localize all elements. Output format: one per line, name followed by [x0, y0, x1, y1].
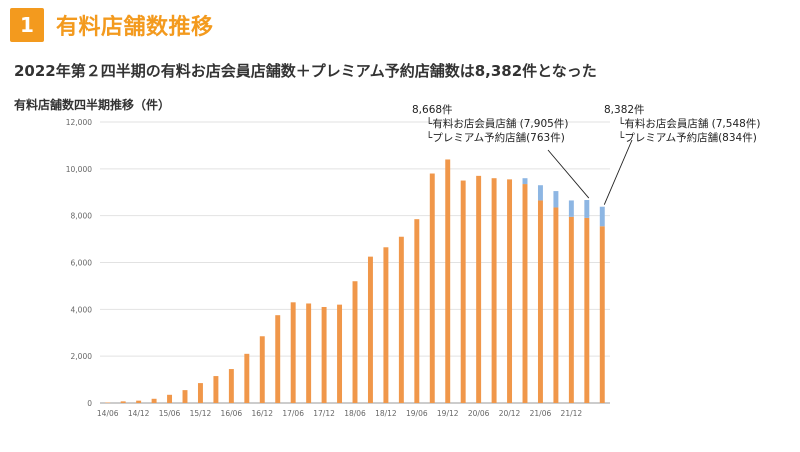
- bar-paid-member: [213, 376, 219, 403]
- annotation-leader-line: [603, 139, 633, 205]
- bar-paid-member: [414, 219, 420, 403]
- bar-paid-member: [337, 304, 343, 403]
- x-tick-label: 18/12: [375, 409, 397, 418]
- x-tick-label: 19/06: [406, 409, 428, 418]
- x-tick-label: 21/12: [561, 409, 583, 418]
- annotation-label: 8,382件: [604, 104, 645, 116]
- bar-paid-member: [290, 302, 296, 403]
- section-header: 1 有料店舗数推移: [10, 8, 214, 42]
- bar-paid-member: [507, 179, 513, 403]
- y-tick-label: 10,000: [66, 165, 92, 174]
- bar-paid-member: [460, 180, 466, 403]
- y-tick-label: 4,000: [71, 305, 93, 314]
- bar-paid-member: [306, 303, 312, 403]
- y-tick-label: 12,000: [66, 118, 92, 127]
- bar-paid-member: [120, 401, 126, 403]
- bar-paid-member: [476, 175, 482, 403]
- y-tick-label: 2,000: [71, 352, 93, 361]
- bar-paid-member: [445, 159, 451, 403]
- bar-paid-member: [182, 390, 188, 403]
- annotation-label: └有料お店会員店舗 (7,548件): [618, 117, 760, 130]
- x-tick-label: 15/12: [190, 409, 212, 418]
- x-tick-label: 19/12: [437, 409, 459, 418]
- bar-paid-member: [259, 336, 265, 403]
- bar-paid-member: [584, 217, 590, 403]
- bar-paid-member: [429, 173, 435, 403]
- x-tick-label: 14/12: [128, 409, 150, 418]
- x-tick-label: 16/12: [251, 409, 273, 418]
- bar-premium-reservation: [522, 178, 528, 185]
- bar-premium-reservation: [537, 185, 543, 201]
- bar-premium-reservation: [553, 191, 559, 208]
- bar-paid-member: [352, 281, 358, 403]
- bar-paid-member: [197, 383, 203, 403]
- bar-paid-member: [244, 353, 250, 403]
- bar-paid-member: [136, 400, 142, 403]
- y-tick-label: 8,000: [71, 212, 93, 221]
- bar-premium-reservation: [568, 200, 574, 217]
- x-tick-label: 21/06: [530, 409, 552, 418]
- bar-paid-member: [151, 398, 157, 403]
- x-tick-label: 16/06: [221, 409, 243, 418]
- bar-paid-member: [599, 226, 605, 403]
- section-title: 有料店舗数推移: [56, 15, 214, 40]
- x-tick-label: 18/06: [344, 409, 366, 418]
- x-tick-label: 14/06: [97, 409, 119, 418]
- annotation-leader-line: [547, 149, 590, 199]
- x-tick-label: 17/12: [313, 409, 335, 418]
- x-tick-label: 20/06: [468, 409, 490, 418]
- bar-paid-member: [321, 306, 327, 403]
- bar-paid-member: [167, 394, 173, 403]
- bar-paid-member: [553, 207, 559, 403]
- annotation-label: 8,668件: [412, 104, 453, 116]
- y-tick-label: 0: [87, 399, 92, 408]
- x-tick-label: 20/12: [499, 409, 521, 418]
- chart-title: 有料店舗数四半期推移（件）: [14, 98, 171, 112]
- bar-paid-member: [491, 178, 497, 403]
- bar-paid-member: [537, 200, 543, 403]
- annotation-label: └有料お店会員店舗 (7,905件): [426, 117, 568, 130]
- headline: 2022年第２四半期の有料お店会員店舗数＋プレミアム予約店舗数は8,382件とな…: [14, 62, 597, 80]
- section-number-badge: 1: [10, 8, 44, 42]
- x-tick-label: 17/06: [282, 409, 304, 418]
- annotation-label: └プレミアム予約店舗(763件): [426, 131, 565, 144]
- annotation-label: └プレミアム予約店舗(834件): [618, 131, 757, 144]
- bar-premium-reservation: [584, 200, 590, 218]
- bar-paid-member: [398, 236, 404, 403]
- bar-paid-member: [367, 256, 373, 403]
- bar-paid-member: [522, 184, 528, 403]
- bar-paid-member: [383, 247, 389, 403]
- bar-paid-member: [568, 216, 574, 403]
- bar-paid-member: [228, 369, 234, 403]
- bar-paid-member: [275, 315, 281, 403]
- bar-premium-reservation: [599, 206, 605, 227]
- x-tick-label: 15/06: [159, 409, 181, 418]
- y-tick-label: 6,000: [71, 259, 93, 268]
